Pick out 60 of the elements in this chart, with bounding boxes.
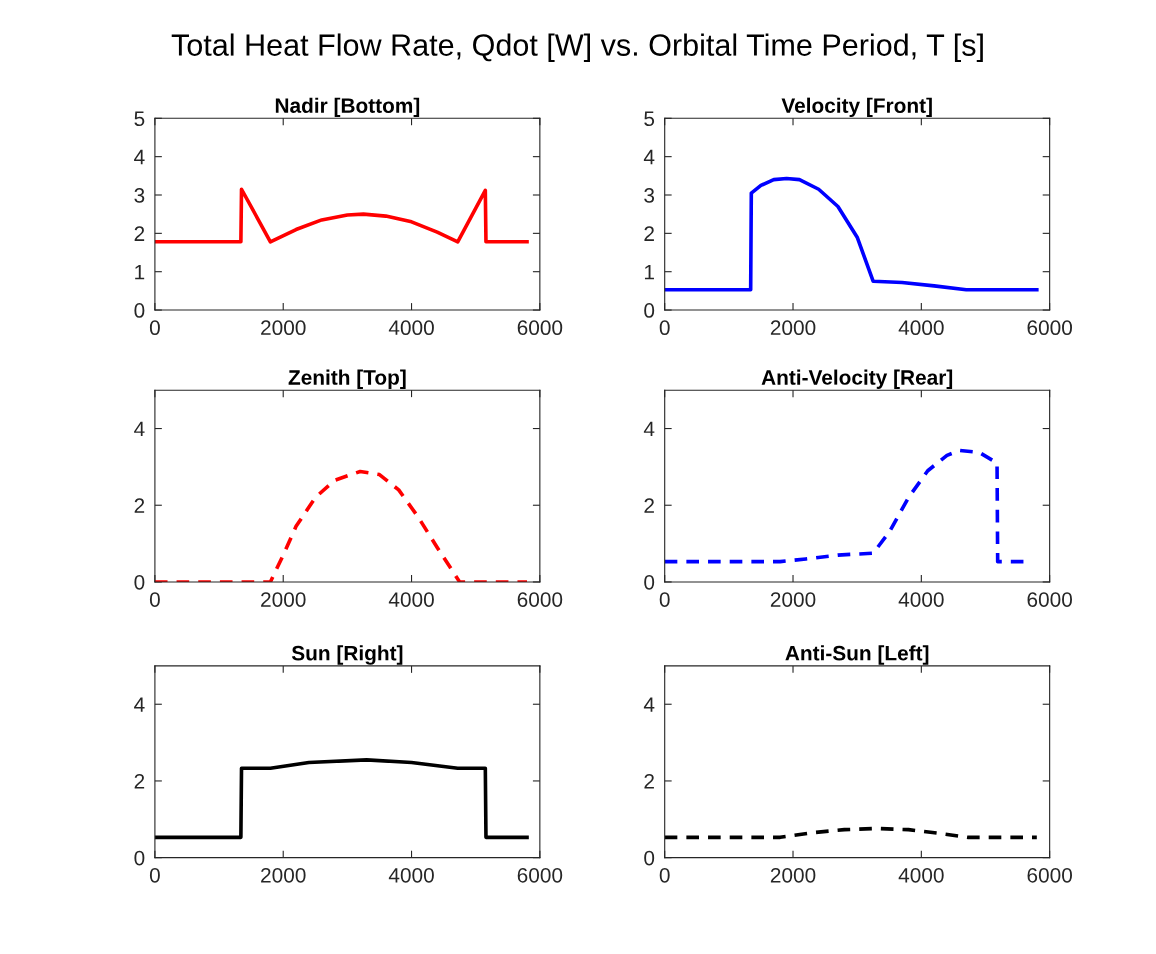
x-tick-label: 0 [149,867,160,883]
line-series [154,469,529,582]
y-tick-label: 4 [134,697,145,712]
text: Total Heat Flow Rate, Qdot [W] vs. Orbital Time Period, T [s] [171,33,983,62]
x-tick-label: 4000 [388,867,434,883]
y-tick-label: 5 [134,111,145,127]
x-tick-label: 6000 [517,867,563,883]
line-series [154,187,529,244]
x-tick-label: 4000 [898,320,944,336]
y-tick-label: 0 [134,574,145,590]
chart-title: Velocity [Front] [781,97,932,118]
line-series [664,176,1039,292]
y-tick-label: 4 [643,697,655,712]
x-tick-label: 2000 [770,867,816,883]
chart-title: Anti-Velocity [Rear] [761,369,953,389]
chart-title: Nadir [Bottom] [275,97,420,118]
x-tick-label: 0 [659,592,670,607]
y-tick-label: 5 [644,111,655,127]
x-tick-label: 4000 [898,867,944,883]
x-tick-label: 6000 [1027,867,1073,883]
y-tick-label: 2 [644,773,654,789]
y-tick-label: 0 [644,574,655,590]
y-tick-label: 0 [644,850,655,866]
y-tick-label: 2 [134,226,145,241]
x-tick-label: 0 [659,867,670,883]
x-tick-label: 2000 [770,320,816,336]
x-tick-label: 2000 [261,867,306,883]
x-tick-label: 4000 [898,592,944,607]
line-series [664,826,1039,840]
x-tick-label: 6000 [1027,320,1073,336]
x-tick-label: 6000 [1027,592,1073,607]
y-tick-label: 4 [643,149,655,165]
x-tick-label: 2000 [261,320,306,336]
chart-title: Anti-Sun [Left] [785,645,929,665]
y-tick-label: 3 [134,188,145,203]
y-tick-label: 2 [134,773,145,789]
y-tick-label: 3 [644,188,655,203]
y-tick-label: 1 [135,264,145,280]
x-tick-label: 2000 [770,592,816,607]
x-tick-label: 6000 [517,592,563,607]
y-tick-label: 2 [644,226,654,241]
chart-title: Zenith [Top] [288,369,406,389]
y-tick-label: 2 [644,498,654,513]
chart-title: Sun [Right] [291,645,403,665]
y-tick-label: 4 [134,421,145,437]
y-tick-label: 4 [134,149,145,165]
x-tick-label: 6000 [517,320,563,336]
y-tick-label: 4 [643,421,655,437]
line-series [154,758,529,840]
x-tick-label: 0 [659,320,670,336]
x-tick-label: 4000 [388,320,434,336]
y-tick-label: 0 [134,303,145,318]
y-tick-label: 2 [134,498,145,513]
y-tick-label: 1 [644,264,654,280]
x-tick-label: 4000 [388,592,434,607]
x-tick-label: 0 [149,592,160,607]
x-tick-label: 0 [149,320,160,336]
y-tick-label: 0 [644,303,655,318]
x-tick-label: 2000 [261,592,306,607]
y-tick-label: 0 [134,850,145,866]
